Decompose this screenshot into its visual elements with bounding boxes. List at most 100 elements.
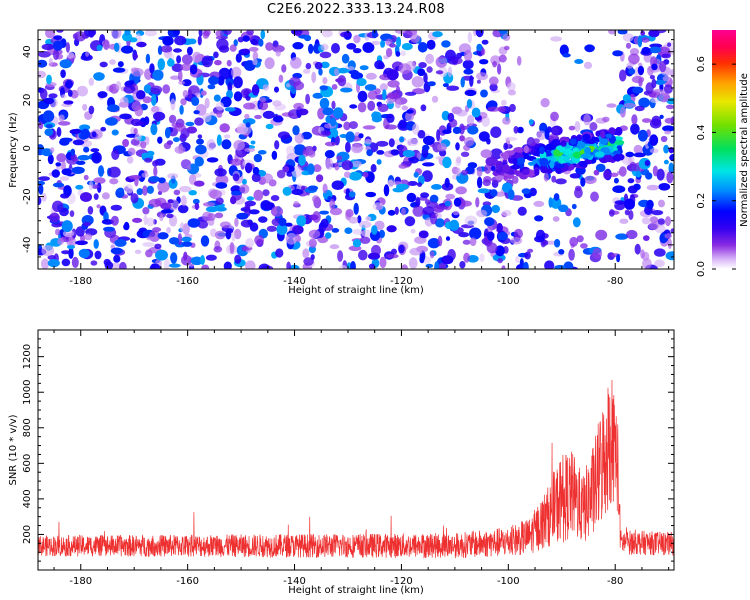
spectrogram-speckle — [174, 35, 187, 46]
spectrogram-speckle — [398, 163, 408, 169]
signal-speckle — [510, 164, 521, 170]
spectrogram-speckle — [334, 68, 339, 77]
spectrogram-speckle — [152, 69, 164, 81]
spectrogram-speckle — [84, 233, 93, 241]
spectrogram-speckle — [543, 172, 549, 182]
spectrogram-speckle — [82, 221, 92, 227]
spectrogram-speckle — [277, 131, 290, 140]
spectrogram-speckle — [481, 39, 489, 45]
signal-speckle — [539, 157, 549, 167]
spectrogram-speckle — [136, 188, 143, 196]
spectrogram-speckle — [252, 58, 258, 66]
spectrogram-panel: -180 -160 -140 -120 -100 -80 -40 -20 0 20 40 Heig… — [8, 29, 675, 296]
spectrogram-speckle — [495, 245, 505, 257]
y-tick-label: 1200 — [22, 344, 33, 369]
spectrogram-speckle — [427, 57, 435, 63]
spectrogram-speckle — [262, 189, 270, 197]
spectrogram-speckle — [645, 172, 653, 180]
spectrogram-speckle — [236, 123, 249, 135]
spectrogram-speckle — [480, 149, 492, 159]
snr-series — [38, 379, 674, 559]
spectrogram-speckle — [534, 235, 545, 243]
spectrogram-speckle — [285, 222, 293, 227]
spectrogram-speckle — [173, 137, 180, 143]
spectrogram-speckle — [664, 130, 671, 135]
spectrogram-speckle — [431, 95, 439, 103]
spectrogram-speckle — [219, 123, 230, 133]
spectrogram-speckle — [274, 140, 280, 150]
spectrogram-speckle — [476, 72, 488, 81]
spectrogram-speckle — [353, 202, 359, 215]
spectrogram-speckle — [624, 209, 630, 216]
spectrogram-speckle — [501, 99, 507, 106]
spectrogram-speckle — [492, 60, 497, 68]
spectrogram-speckle — [569, 236, 579, 247]
spectrogram-speckle — [336, 155, 343, 161]
spectrogram-speckle — [103, 39, 110, 50]
spectrogram-speckle — [632, 86, 644, 94]
spectrogram-speckle — [444, 177, 450, 188]
spectrogram-speckle — [282, 165, 290, 173]
spectrogram-speckle — [90, 148, 100, 153]
spectrogram-speckle — [442, 129, 452, 135]
spectrogram-speckle — [312, 164, 322, 173]
spectrogram-speckle — [117, 61, 124, 68]
spectrogram-speckle — [183, 251, 188, 261]
spectrogram-speckle — [497, 106, 506, 113]
spectrogram-speckle — [362, 42, 375, 53]
spectrogram-speckle — [135, 33, 142, 45]
spectrogram-speckle — [231, 66, 242, 79]
spectrogram-speckle — [481, 116, 490, 127]
spectrogram-speckle — [49, 147, 55, 154]
spectrogram-speckle — [388, 138, 395, 148]
spectrogram-speckle — [641, 46, 651, 55]
y-tick-label: -20 — [22, 188, 33, 204]
spectrogram-speckle — [558, 249, 565, 255]
spectrogram-speckle — [151, 263, 156, 269]
spectrogram-speckle — [398, 244, 405, 254]
spectrogram-speckle — [244, 147, 256, 153]
signal-speckle — [563, 148, 572, 156]
spectrogram-speckle — [568, 248, 575, 261]
spectrogram-speckle — [146, 236, 155, 241]
spectrogram-speckle — [444, 200, 451, 207]
spectrogram-speckle — [658, 199, 665, 208]
spectrogram-speckle — [569, 173, 581, 179]
spectrogram-speckle — [38, 183, 44, 195]
spectrogram-speckle — [207, 84, 216, 90]
spectrogram-speckle — [110, 247, 123, 255]
signal-speckle — [599, 137, 609, 145]
y-tick-label: 20 — [22, 94, 33, 107]
spectrogram-speckle — [442, 156, 452, 169]
spectrogram-speckle — [115, 80, 122, 91]
spectrogram-speckle — [59, 59, 72, 69]
spectrogram-speckle — [155, 249, 168, 261]
spectrogram-speckle — [182, 90, 189, 98]
spectrogram-speckle — [204, 97, 210, 109]
spectrogram-speckle — [386, 179, 394, 188]
spectrogram-speckle — [194, 156, 204, 167]
spectrogram-speckle — [665, 104, 674, 110]
spectrogram-speckle — [97, 165, 105, 177]
spectrogram-speckle — [196, 138, 204, 145]
spectrogram-speckle — [528, 119, 534, 125]
spectrogram-speckle — [635, 170, 642, 178]
spectrogram-speckle — [638, 97, 650, 108]
spectrogram-speckle — [76, 85, 88, 97]
spectrogram-speckle — [398, 63, 412, 74]
spectrogram-speckle — [583, 113, 591, 126]
spectrogram-speckle — [486, 242, 498, 254]
spectrogram-speckle — [580, 177, 586, 187]
spectrogram-speckle — [337, 67, 349, 74]
signal-speckle — [569, 138, 577, 146]
spectrogram-speckle — [298, 154, 306, 166]
spectrogram-speckle — [376, 150, 385, 155]
spectrogram-speckle — [38, 59, 48, 68]
spectrogram-speckle — [177, 204, 189, 214]
spectrogram-speckle — [88, 180, 94, 191]
spectrogram-speckle — [427, 238, 440, 249]
spectrogram-speckle — [206, 157, 219, 163]
spectrogram-speckle — [670, 228, 674, 233]
spectrogram-speckle — [333, 107, 344, 119]
spectrogram-speckle — [634, 105, 645, 112]
